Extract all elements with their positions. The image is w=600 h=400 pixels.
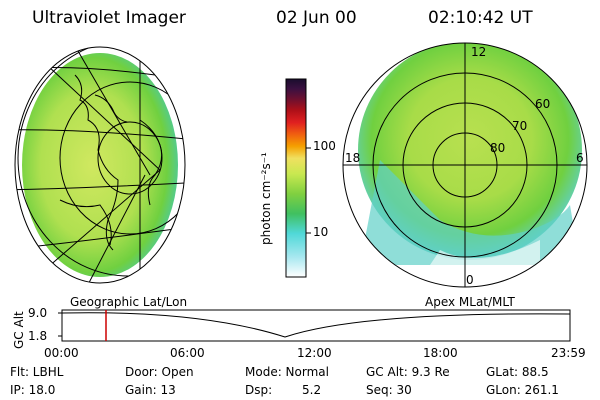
colorbar-gradient	[285, 78, 307, 278]
timeline-frame	[61, 309, 571, 342]
gain-info: Gain: 13	[125, 383, 176, 397]
lat-label-60: 60	[535, 97, 550, 111]
colorbar-tick-100: 100	[313, 139, 336, 153]
colorbar	[285, 78, 311, 278]
glat-info: GLat: 88.5	[486, 365, 549, 379]
time-label: 02:10:42 UT	[428, 8, 533, 28]
lat-label-70: 70	[512, 119, 527, 133]
mlt-label-18: 18	[345, 151, 360, 165]
x-tick-18: 18:00	[423, 346, 458, 360]
earth-globe-view	[14, 46, 186, 284]
mode-info: Mode: Normal	[245, 365, 329, 379]
apex-label: Apex MLat/MLT	[425, 295, 515, 309]
ip-info: IP: 18.0	[10, 383, 56, 397]
instrument-title: Ultraviolet Imager	[32, 8, 186, 28]
mlt-label-0: 0	[466, 273, 474, 287]
gc-alt-axis-title: GC Alt	[12, 311, 26, 349]
polar-plot: 12 18 6 0 60 70 80	[342, 42, 588, 288]
colorbar-unit-label: photon cm⁻²s⁻¹	[259, 152, 273, 245]
y-tick-1-8: 1.8	[28, 329, 48, 343]
x-tick-12: 12:00	[297, 346, 332, 360]
y-tick-9: 9.0	[28, 306, 48, 320]
x-tick-2359: 23:59	[551, 346, 586, 360]
gc-alt-info: GC Alt: 9.3 Re	[366, 365, 450, 379]
mlt-label-12: 12	[471, 45, 486, 59]
flt-info: Flt: LBHL	[10, 365, 64, 379]
x-tick-06: 06:00	[170, 346, 205, 360]
glon-info: GLon: 261.1	[486, 383, 559, 397]
altitude-curve	[61, 312, 571, 338]
lat-label-80: 80	[490, 141, 505, 155]
colorbar-tick-10: 10	[313, 225, 329, 239]
door-info: Door: Open	[125, 365, 194, 379]
dsp-value: 5.2	[302, 383, 322, 397]
altitude-timeline	[58, 309, 571, 342]
dsp-label: Dsp:	[245, 383, 273, 397]
earth-aurora-image	[22, 53, 178, 277]
mlt-label-6: 6	[576, 151, 584, 165]
seq-info: Seq: 30	[366, 383, 412, 397]
date-label: 02 Jun 00	[276, 8, 357, 28]
x-tick-00: 00:00	[44, 346, 79, 360]
geographic-label: Geographic Lat/Lon	[70, 295, 188, 309]
